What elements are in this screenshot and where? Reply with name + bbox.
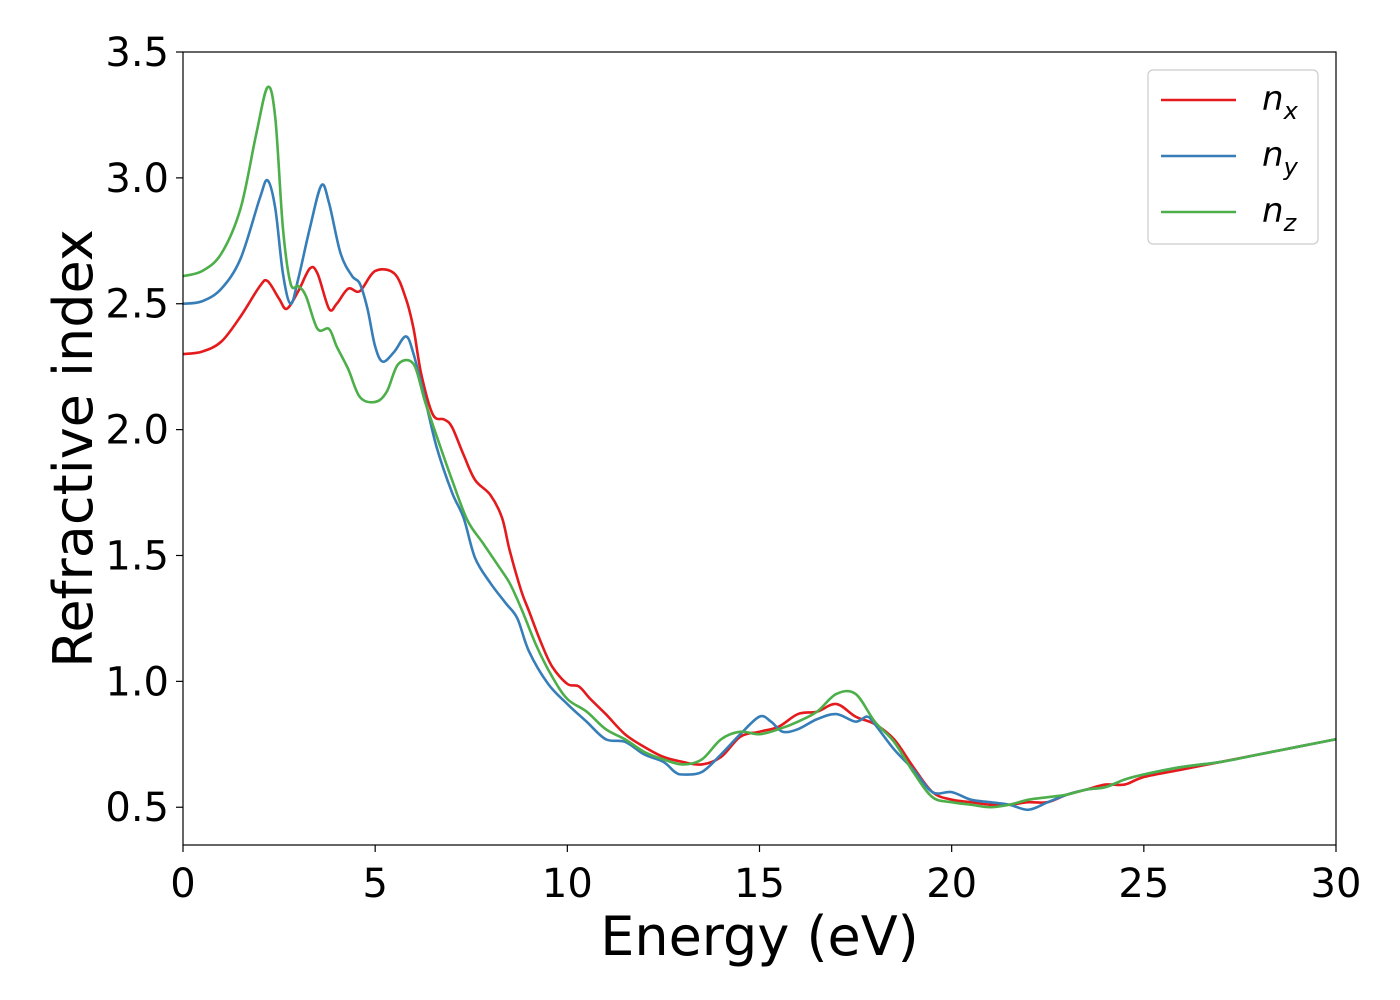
legend-label-ny: ny xyxy=(1262,135,1299,181)
y-tick-label: 1.0 xyxy=(105,659,169,705)
y-tick-label: 0.5 xyxy=(105,785,169,831)
legend-label-nx: nx xyxy=(1262,79,1299,125)
x-axis-ticks: 0 5 10 15 20 25 30 xyxy=(170,845,1361,907)
x-tick-label: 30 xyxy=(1311,861,1362,907)
y-axis-ticks: 0.5 1.0 1.5 2.0 2.5 3.0 3.5 xyxy=(105,30,183,831)
legend-label-nz: nz xyxy=(1262,191,1298,237)
y-tick-label: 2.0 xyxy=(105,408,169,454)
y-tick-label: 1.5 xyxy=(105,533,169,579)
legend: nx ny nz xyxy=(1147,69,1319,245)
x-tick-label: 15 xyxy=(734,861,785,907)
y-tick-label: 2.5 xyxy=(105,282,169,328)
x-tick-label: 10 xyxy=(542,861,593,907)
x-tick-label: 25 xyxy=(1118,861,1169,907)
x-tick-label: 0 xyxy=(170,861,195,907)
series-line-nx xyxy=(182,265,1337,807)
series-line-ny xyxy=(182,178,1337,812)
series-line-nz xyxy=(182,85,1337,809)
y-axis-label: Refractive index xyxy=(42,229,105,668)
y-tick-label: 3.0 xyxy=(105,156,169,202)
x-tick-label: 5 xyxy=(362,861,387,907)
y-tick-label: 3.5 xyxy=(105,30,169,76)
x-axis-label: Energy (eV) xyxy=(600,905,919,968)
series-layer xyxy=(182,85,1337,812)
x-tick-label: 20 xyxy=(926,861,977,907)
